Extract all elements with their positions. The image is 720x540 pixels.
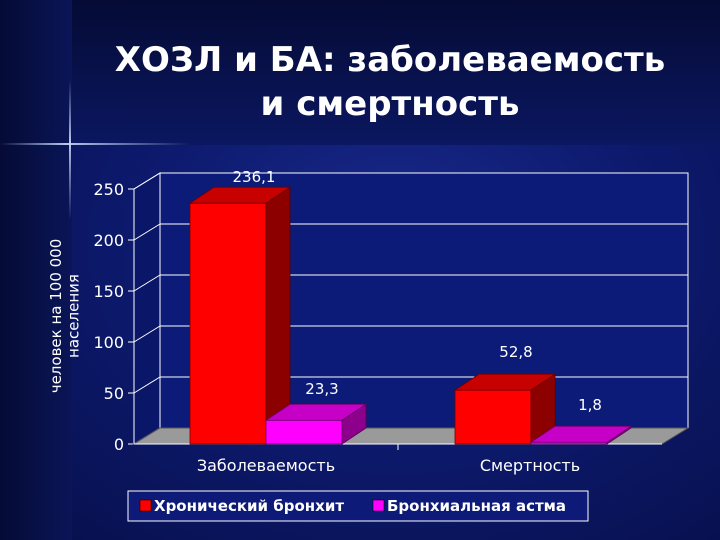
bar-front bbox=[454, 389, 532, 445]
gridline-diagonal bbox=[133, 172, 161, 190]
y-tick-label: 200 bbox=[93, 231, 124, 250]
legend-swatch bbox=[139, 499, 152, 512]
legend-label: Хронический бронхит bbox=[154, 497, 344, 515]
legend-swatch bbox=[372, 499, 385, 512]
y-tick-label: 100 bbox=[93, 333, 124, 352]
sparkle-vertical bbox=[69, 80, 71, 220]
slide-title: ХОЗЛ и БА: заболеваемость и смертность bbox=[80, 38, 700, 126]
gridline-diagonal bbox=[133, 223, 161, 241]
x-tick-label: Заболеваемость bbox=[197, 456, 335, 475]
bar-top bbox=[188, 186, 292, 204]
y-tick-label: 0 bbox=[114, 435, 124, 454]
y-axis-label-line-1: человек на 100 000 bbox=[47, 239, 65, 394]
data-label: 236,1 bbox=[233, 168, 276, 186]
bar-front bbox=[265, 419, 343, 445]
title-line-1: ХОЗЛ и БА: заболеваемость bbox=[114, 40, 666, 80]
legend-label: Бронхиальная астма bbox=[387, 497, 566, 515]
title-background bbox=[0, 0, 720, 145]
y-tick-label: 250 bbox=[93, 180, 124, 199]
gridline-diagonal bbox=[133, 376, 161, 394]
y-tick-label: 50 bbox=[104, 384, 124, 403]
gridline-diagonal bbox=[133, 325, 161, 343]
y-tick-label: 150 bbox=[93, 282, 124, 301]
bar-side bbox=[265, 186, 291, 445]
bar-top bbox=[453, 373, 557, 391]
data-label: 52,8 bbox=[499, 343, 532, 361]
chart-side-wall bbox=[133, 172, 161, 445]
bar-top bbox=[264, 403, 368, 421]
y-axis-label: человек на 100 000населения bbox=[47, 239, 82, 394]
data-label: 23,3 bbox=[305, 380, 338, 398]
legend-box bbox=[127, 490, 589, 522]
left-band bbox=[0, 0, 72, 540]
bar-front bbox=[189, 202, 267, 445]
data-label: 1,8 bbox=[578, 396, 602, 414]
bar-top bbox=[529, 425, 633, 443]
x-tick-label: Смертность bbox=[480, 456, 580, 475]
sparkle-horizontal bbox=[0, 143, 190, 145]
gridline-diagonal bbox=[133, 274, 161, 292]
y-axis-label-line-2: населения bbox=[64, 274, 82, 358]
title-line-2: и смертность bbox=[260, 84, 520, 124]
